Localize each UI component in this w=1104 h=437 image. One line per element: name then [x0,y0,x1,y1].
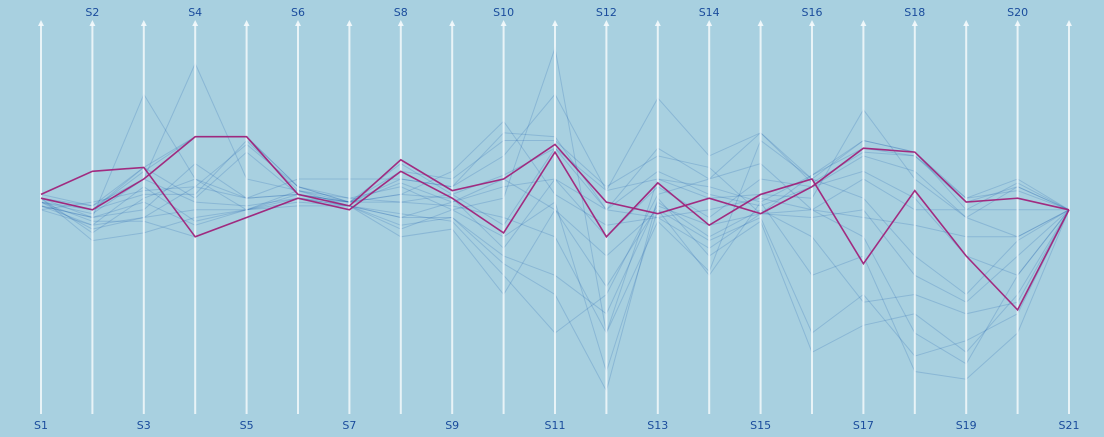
axis-label-s6: S6 [291,6,305,19]
axis-arrow-icon [1014,20,1021,26]
axis-label-s5: S5 [240,419,254,432]
axis-label-s20: S20 [1007,6,1028,19]
highlighted-series-line [40,135,1070,215]
axis-arrow-icon [140,20,147,26]
axis-label-s18: S18 [904,6,925,19]
axis-arrow-icon [38,20,44,26]
axis-label-s21: S21 [1059,419,1080,432]
highlight-layer [40,135,1070,312]
axis-arrow-icon [963,20,970,26]
axis-arrow-icon [1066,20,1072,26]
axis-arrow-icon [706,20,713,26]
axis-arrow-icon [911,20,918,26]
axis-label-s12: S12 [596,6,617,19]
axis-label-s9: S9 [445,419,459,432]
axis-label-s10: S10 [493,6,514,19]
axis-arrow-icon [757,20,764,26]
axis-label-s13: S13 [647,419,668,432]
axis-arrow-icon [243,20,250,26]
axis-label-s16: S16 [802,6,823,19]
axis-arrow-icon [192,20,199,26]
axis-arrow-icon [449,20,456,26]
axis-arrow-icon [346,20,353,26]
axis-arrow-icon [397,20,404,26]
axis-arrow-icon [860,20,867,26]
axis-arrow-icon [654,20,661,26]
axis-label-s11: S11 [545,419,566,432]
highlighted-series-line [40,150,1070,312]
axis-label-s17: S17 [853,419,874,432]
axis-arrow-icon [603,20,610,26]
axis-arrow-icon [552,20,558,26]
axis-label-s8: S8 [394,6,408,19]
axis-label-s15: S15 [750,419,771,432]
axis-arrow-icon [295,20,301,26]
axis-label-s3: S3 [137,419,151,432]
axis-label-s19: S19 [956,419,977,432]
axis-label-s1: S1 [34,419,48,432]
axis-arrow-icon [89,20,96,26]
axis-label-layer: S1 S2 S3 S4 S5 S6 S7 S8 S9 S10 S11 S12 S13 S14 S15 S16 S… [34,6,1079,432]
axis-label-s4: S4 [188,6,202,19]
axis-arrow-icon [809,20,815,26]
axis-label-s14: S14 [699,6,720,19]
axis-label-s7: S7 [342,419,356,432]
axis-layer [38,20,1072,414]
axis-arrow-icon [500,20,507,26]
axis-label-s2: S2 [85,6,99,19]
